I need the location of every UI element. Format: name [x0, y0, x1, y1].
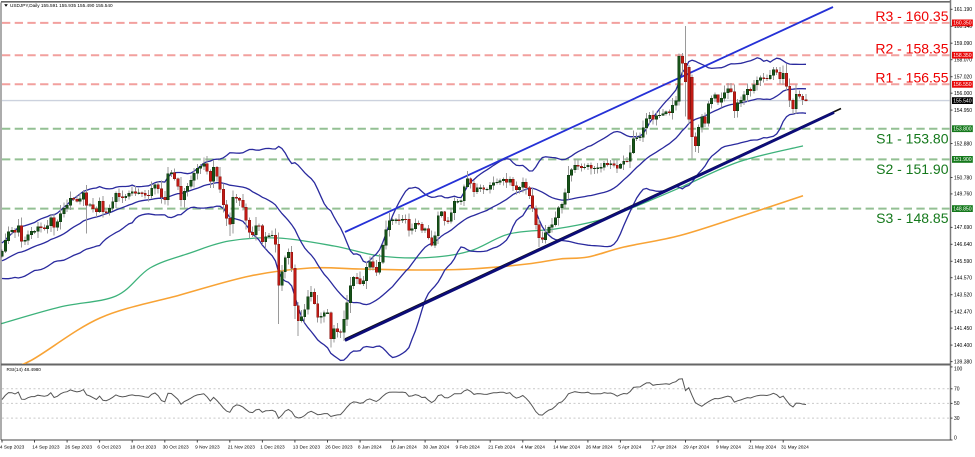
svg-text:9 Feb 2024: 9 Feb 2024 [456, 444, 481, 450]
svg-text:153.800: 153.800 [953, 127, 972, 133]
svg-text:143.520: 143.520 [954, 293, 972, 299]
svg-text:148.850: 148.850 [953, 206, 972, 212]
svg-text:159.090: 159.090 [954, 41, 972, 47]
svg-text:158.350: 158.350 [953, 53, 972, 59]
svg-text:8 Jan 2024: 8 Jan 2024 [358, 444, 382, 450]
svg-text:18 Jan 2024: 18 Jan 2024 [390, 444, 417, 450]
svg-text:30 Oct 2023: 30 Oct 2023 [163, 444, 189, 450]
svg-text:5 Apr 2024: 5 Apr 2024 [618, 444, 642, 450]
svg-text:4 Mar 2024: 4 Mar 2024 [521, 444, 546, 450]
svg-text:154.950: 154.950 [954, 108, 972, 114]
svg-text:142.470: 142.470 [954, 310, 972, 316]
svg-text:160.140: 160.140 [954, 24, 972, 30]
svg-text:29 Apr 2024: 29 Apr 2024 [683, 444, 709, 450]
svg-text:26 Mar 2024: 26 Mar 2024 [586, 444, 613, 450]
svg-text:18 Oct 2023: 18 Oct 2023 [130, 444, 156, 450]
svg-text:156.550: 156.550 [953, 82, 972, 88]
svg-text:161.190: 161.190 [954, 7, 972, 13]
svg-text:157.020: 157.020 [954, 75, 972, 81]
svg-text:21 Nov 2023: 21 Nov 2023 [228, 444, 256, 450]
svg-text:9 May 2024: 9 May 2024 [716, 444, 741, 450]
svg-text:151.900: 151.900 [953, 157, 972, 163]
svg-text:150.780: 150.780 [954, 175, 972, 181]
svg-text:152.880: 152.880 [954, 141, 972, 147]
svg-text:S2 - 151.90: S2 - 151.90 [876, 161, 949, 177]
svg-text:0: 0 [954, 435, 957, 441]
svg-text:145.590: 145.590 [954, 259, 972, 265]
svg-text:S3 - 148.85: S3 - 148.85 [876, 210, 949, 226]
svg-text:6 Oct 2023: 6 Oct 2023 [97, 444, 121, 450]
svg-text:9 Nov 2023: 9 Nov 2023 [195, 444, 220, 450]
svg-text:USDJPY,Daily 155.591 155.935: USDJPY,Daily 155.591 155.935 155.490 155… [10, 3, 113, 8]
svg-text:30: 30 [954, 416, 960, 422]
svg-text:144.570: 144.570 [954, 276, 972, 282]
svg-text:R3 - 160.35: R3 - 160.35 [875, 8, 948, 24]
svg-text:50: 50 [954, 401, 960, 407]
svg-text:26 Sep 2023: 26 Sep 2023 [65, 444, 93, 450]
svg-text:141.450: 141.450 [954, 326, 972, 332]
svg-text:139.380: 139.380 [954, 359, 972, 365]
svg-text:30 Jan 2024: 30 Jan 2024 [423, 444, 450, 450]
svg-text:4 Sep 2023: 4 Sep 2023 [0, 444, 25, 450]
svg-text:100: 100 [954, 366, 963, 372]
svg-text:17 Apr 2024: 17 Apr 2024 [651, 444, 677, 450]
svg-text:14 Sep 2023: 14 Sep 2023 [32, 444, 60, 450]
svg-text:RSI(14) 48.4980: RSI(14) 48.4980 [7, 367, 42, 372]
svg-text:155.540: 155.540 [953, 98, 972, 104]
svg-text:14 Mar 2024: 14 Mar 2024 [553, 444, 580, 450]
svg-text:31 May 2024: 31 May 2024 [781, 444, 809, 450]
svg-text:140.400: 140.400 [954, 343, 972, 349]
svg-text:1 Dec 2023: 1 Dec 2023 [260, 444, 285, 450]
svg-text:21 May 2024: 21 May 2024 [748, 444, 776, 450]
svg-text:S1 - 153.80: S1 - 153.80 [876, 130, 949, 146]
svg-text:158.070: 158.070 [954, 58, 972, 64]
svg-text:26 Dec 2023: 26 Dec 2023 [325, 444, 353, 450]
svg-text:160.350: 160.350 [953, 21, 972, 27]
svg-text:21 Feb 2024: 21 Feb 2024 [488, 444, 515, 450]
svg-text:70: 70 [954, 387, 960, 393]
svg-text:147.690: 147.690 [954, 225, 972, 231]
svg-text:13 Dec 2023: 13 Dec 2023 [293, 444, 321, 450]
svg-text:R1 - 156.55: R1 - 156.55 [875, 70, 948, 86]
svg-text:156.000: 156.000 [954, 91, 972, 97]
svg-text:R2 - 158.35: R2 - 158.35 [875, 40, 948, 56]
svg-text:149.760: 149.760 [954, 192, 972, 198]
svg-text:146.640: 146.640 [954, 242, 972, 248]
